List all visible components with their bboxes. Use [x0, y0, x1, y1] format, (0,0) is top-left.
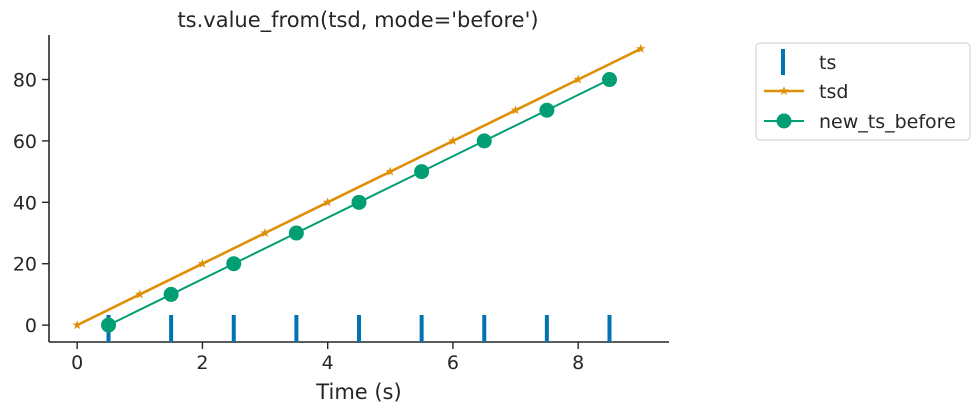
legend-new-ts-before-marker	[776, 113, 792, 129]
plot-area: 0 2 4 6 8 0 20 40 60 80	[13, 35, 669, 374]
legend-label: new_ts_before	[819, 111, 956, 133]
tsd-star-point	[636, 43, 646, 53]
new-ts-before-point	[226, 256, 242, 272]
new-ts-before-point	[288, 225, 304, 241]
x-tick-label: 8	[572, 352, 584, 374]
legend: ts tsd new_ts_before	[755, 42, 971, 141]
y-tick-label: 80	[13, 70, 37, 92]
tsd-star-point	[448, 135, 458, 145]
x-ticks: 0 2 4 6 8	[71, 342, 584, 374]
legend-label: ts	[819, 52, 836, 74]
y-tick-label: 40	[13, 192, 37, 214]
new-ts-before-point	[602, 72, 618, 88]
y-tick-label: 0	[25, 315, 37, 337]
y-tick-label: 60	[13, 131, 37, 153]
tsd-star-point	[197, 258, 208, 268]
legend-tsd-marker	[779, 86, 789, 96]
series-layer	[72, 43, 646, 342]
chart-title: ts.value_from(tsd, mode='before')	[177, 8, 538, 33]
tsd-star-point	[135, 289, 145, 299]
tsd-star-point	[322, 197, 333, 207]
x-tick-label: 2	[196, 352, 208, 374]
tsd-star-point	[510, 105, 521, 115]
x-tick-label: 4	[322, 352, 334, 374]
x-tick-label: 0	[71, 352, 83, 374]
legend-items: ts tsd new_ts_before	[764, 49, 956, 133]
new-ts-before-point	[163, 286, 179, 302]
new-ts-before-point	[539, 102, 555, 118]
y-ticks: 0 20 40 60 80	[13, 70, 49, 337]
legend-frame	[755, 42, 971, 141]
x-axis-title: Time (s)	[315, 380, 401, 404]
tsd-star-point	[385, 166, 396, 176]
tsd-star-point	[72, 320, 82, 330]
new-ts-before-point	[476, 133, 492, 149]
tsd-line	[76, 47, 642, 327]
new-ts-before-point	[351, 194, 367, 210]
x-tick-label: 6	[447, 352, 459, 374]
new-ts-before-point	[414, 164, 430, 180]
new-ts-before-point	[100, 317, 116, 333]
y-tick-label: 20	[13, 254, 37, 276]
legend-label: tsd	[819, 81, 848, 103]
tsd-star-point	[260, 228, 270, 238]
tsd-star-point	[573, 74, 583, 84]
